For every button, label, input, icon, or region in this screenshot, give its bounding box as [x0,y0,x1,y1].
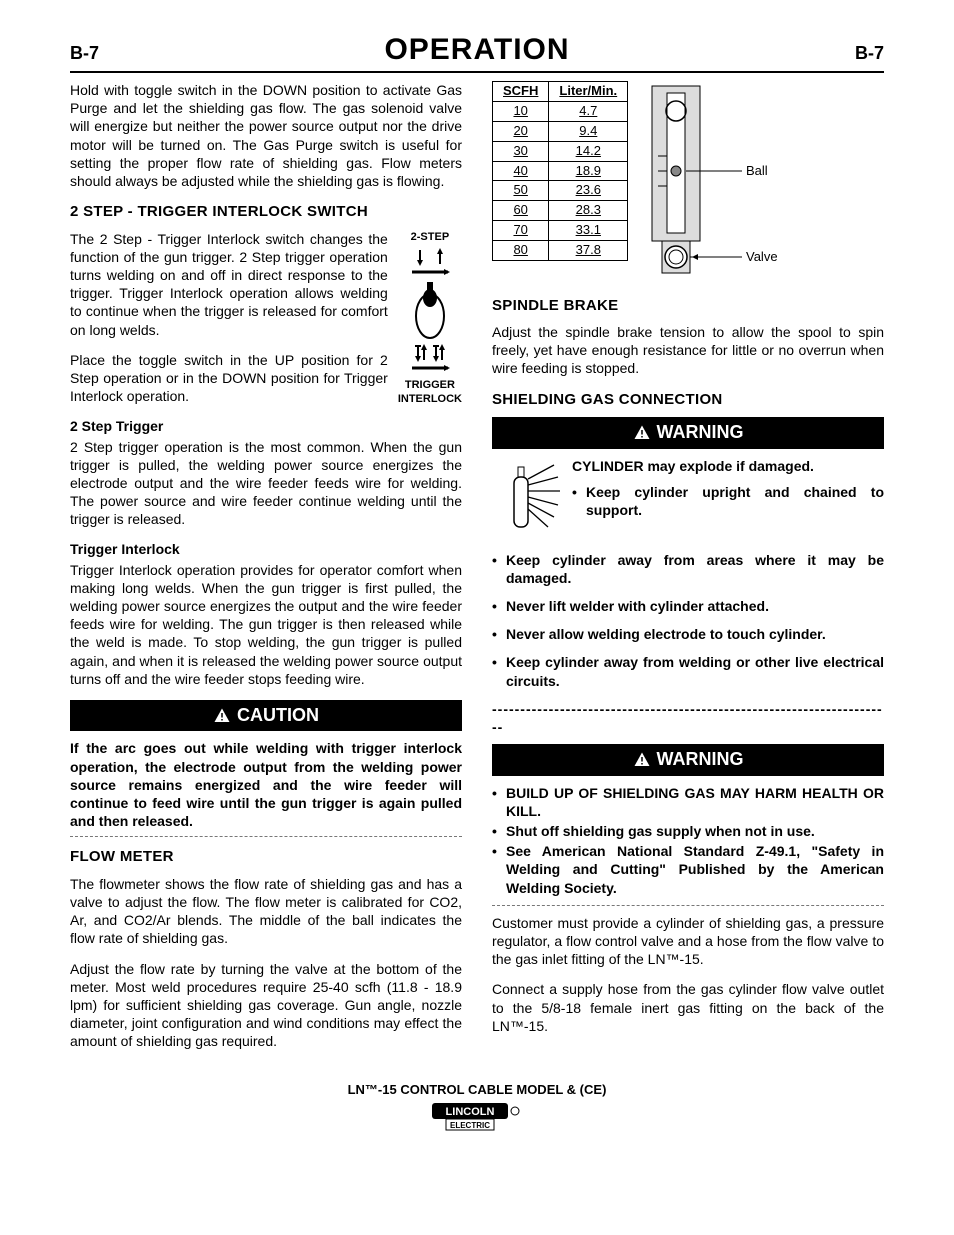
table-row: 7033.1 [493,221,628,241]
table-row: 104.7 [493,101,628,121]
caution-banner: CAUTION [70,700,462,731]
warning-label-1: WARNING [657,421,744,444]
toggle-switch-icon [400,246,460,376]
list-item: Keep cylinder away from welding or other… [492,653,884,689]
table-row: 5023.6 [493,181,628,201]
list-item: Keep cylinder upright and chained to sup… [572,483,884,519]
list-item: Shut off shielding gas supply when not i… [492,822,884,840]
table-cell: 60 [493,201,549,221]
warning-triangle-icon [633,424,651,442]
left-column: Hold with toggle switch in the DOWN posi… [70,81,462,1062]
list-item: Keep cylinder away from areas where it m… [492,551,884,587]
table-cell: 33.1 [549,221,628,241]
sub-interlock-body: Trigger Interlock operation provides for… [70,561,462,688]
table-row: 209.4 [493,121,628,141]
table-row: 3014.2 [493,141,628,161]
footer-line: LN™-15 CONTROL CABLE MODEL & (CE) [70,1082,884,1099]
label-2step: 2-STEP [398,230,462,244]
cylinder-first-bullet-list: Keep cylinder upright and chained to sup… [572,483,884,519]
table-cell: 30 [493,141,549,161]
page-title: OPERATION [130,30,824,69]
table-cell: 28.3 [549,201,628,221]
table-row: 8037.8 [493,241,628,261]
section-trigger-interlock-title: 2 STEP - TRIGGER INTERLOCK SWITCH [70,202,462,222]
warning-triangle-icon [633,751,651,769]
separator [492,905,884,906]
label-interlock: INTERLOCK [398,392,462,406]
svg-text:LINCOLN: LINCOLN [446,1106,495,1118]
after-p2: Connect a supply hose from the gas cylin… [492,980,884,1035]
page-ref-right: B-7 [824,42,884,65]
trigger-section-wrap: 2-STEP [70,230,462,418]
spindle-body: Adjust the spindle brake tension to allo… [492,323,884,378]
table-cell: 4.7 [549,101,628,121]
warning-banner-2: WARNING [492,744,884,775]
table-cell: 80 [493,241,549,261]
flowmeter-p2: Adjust the flow rate by turning the valv… [70,960,462,1051]
sub-2step-title: 2 Step Trigger [70,417,462,435]
flowmeter-icon: Ball Valve [642,81,792,281]
label-trigger: TRIGGER [398,378,462,392]
content-columns: Hold with toggle switch in the DOWN posi… [70,81,884,1062]
cylinder-warning-block: CYLINDER may explode if damaged. Keep cy… [492,457,884,541]
section-spindle-title: SPINDLE BRAKE [492,296,884,316]
section-flowmeter-title: FLOW METER [70,847,462,867]
table-row: 6028.3 [493,201,628,221]
list-item: See American National Standard Z-49.1, "… [492,842,884,897]
caution-body: If the arc goes out while welding with t… [70,739,462,830]
table-cell: 14.2 [549,141,628,161]
section-shielding-title: SHIELDING GAS CONNECTION [492,390,884,410]
table-cell: 10 [493,101,549,121]
table-cell: 40 [493,161,549,181]
toggle-switch-diagram: 2-STEP [398,230,462,407]
cylinder-warning-text: CYLINDER may explode if damaged. Keep cy… [572,457,884,541]
sub-interlock-title: Trigger Interlock [70,540,462,558]
dashed-divider: ----------------------------------------… [492,700,884,736]
after-p1: Customer must provide a cylinder of shie… [492,914,884,969]
intro-paragraph: Hold with toggle switch in the DOWN posi… [70,81,462,190]
table-and-meter-row: SCFH Liter/Min. 104.7209.43014.24018.950… [492,81,884,286]
label-ball: Ball [746,163,768,178]
list-item: BUILD UP OF SHIELDING GAS MAY HARM HEALT… [492,784,884,820]
warning-triangle-icon [213,707,231,725]
lincoln-logo: LINCOLN ELECTRIC [432,1103,522,1136]
warning-label-2: WARNING [657,748,744,771]
page-footer: LN™-15 CONTROL CABLE MODEL & (CE) LINCOL… [70,1082,884,1136]
table-row: 4018.9 [493,161,628,181]
flowmeter-p1: The flowmeter shows the flow rate of shi… [70,875,462,948]
list-item: Never lift welder with cylinder attached… [492,597,884,615]
cylinder-lead: CYLINDER may explode if damaged. [572,457,884,475]
page-ref-left: B-7 [70,42,130,65]
table-cell: 23.6 [549,181,628,201]
flowmeter-diagram: Ball Valve [642,81,792,286]
caution-label: CAUTION [237,704,319,727]
cylinder-bullet-list: Keep cylinder away from areas where it m… [492,551,884,690]
warning-banner-1: WARNING [492,417,884,448]
th-scfh: SCFH [493,82,549,102]
right-column: SCFH Liter/Min. 104.7209.43014.24018.950… [492,81,884,1062]
th-lpm: Liter/Min. [549,82,628,102]
table-cell: 18.9 [549,161,628,181]
svg-text:ELECTRIC: ELECTRIC [450,1121,490,1130]
separator [70,836,462,837]
table-cell: 50 [493,181,549,201]
list-item: Never allow welding electrode to touch c… [492,625,884,643]
table-cell: 37.8 [549,241,628,261]
table-cell: 20 [493,121,549,141]
gas-buildup-bullet-list: BUILD UP OF SHIELDING GAS MAY HARM HEALT… [492,784,884,897]
label-valve: Valve [746,249,778,264]
cylinder-explode-icon [492,457,562,541]
sub-2step-body: 2 Step trigger operation is the most com… [70,438,462,529]
table-cell: 70 [493,221,549,241]
table-cell: 9.4 [549,121,628,141]
page-header: B-7 OPERATION B-7 [70,30,884,73]
flow-rate-table: SCFH Liter/Min. 104.7209.43014.24018.950… [492,81,628,261]
